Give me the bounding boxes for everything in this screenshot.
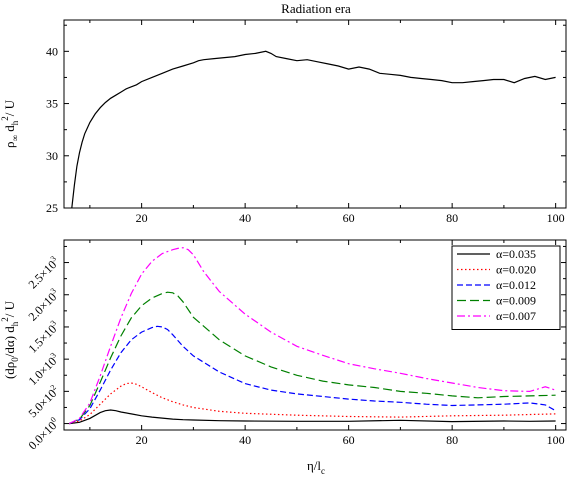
bottom-series-line-2 xyxy=(68,325,556,425)
bottom-series-line-1 xyxy=(69,382,556,425)
top-y-tick-label: 30 xyxy=(46,149,58,163)
top-x-tick-label: 100 xyxy=(547,211,565,225)
top-series-line-0 xyxy=(71,50,556,209)
legend-entry-4: α=0.007 xyxy=(496,309,536,323)
x-axis-label: η/lc xyxy=(307,458,325,476)
top-x-tick-label: 20 xyxy=(136,211,148,225)
bottom-series-line-0 xyxy=(69,409,556,425)
bottom-panel: 20 40 60 80 1000.0×1005.0×1021.0×1031.5×1032… xyxy=(0,239,567,476)
bottom-x-tick-label: 20 xyxy=(136,433,148,447)
bottom-series-line-3 xyxy=(68,291,556,425)
top-y-tick-label: 25 xyxy=(46,201,58,215)
top-ticks-group: 20 40 60 80 100 25 30 35 40 xyxy=(46,20,566,225)
top-y-axis-label: ρ∞ dh2/ U xyxy=(0,99,20,148)
top-x-tick-label: 60 xyxy=(343,211,355,225)
bottom-y-axis-label: (dρ0/dα) dh2/ U xyxy=(0,300,20,379)
legend-entry-1: α=0.020 xyxy=(496,263,536,277)
legend-entry-2: α=0.012 xyxy=(496,278,536,292)
bottom-x-tick-label: 80 xyxy=(446,433,458,447)
bottom-y-tick-label: 5.0×102 xyxy=(25,383,62,420)
bottom-y-tick-label: 1.0×103 xyxy=(25,351,62,388)
top-y-tick-label: 35 xyxy=(46,97,58,111)
bottom-x-tick-label: 60 xyxy=(343,433,355,447)
bottom-x-tick-label: 40 xyxy=(239,433,251,447)
bottom-series-line-4 xyxy=(68,247,556,425)
top-panel: Radiation era 20 40 60 80 100 25 30 35 40 ρ∞ dh2… xyxy=(0,1,567,225)
bottom-y-tick-label: 1.5×103 xyxy=(25,318,62,355)
chart-title: Radiation era xyxy=(281,1,351,16)
top-x-tick-label: 80 xyxy=(446,211,458,225)
top-y-tick-label: 40 xyxy=(46,44,58,58)
bottom-x-tick-label: 100 xyxy=(547,433,565,447)
bottom-y-tick-label: 0.0×100 xyxy=(25,415,62,452)
bottom-plot-frame xyxy=(63,239,567,431)
bottom-y-tick-label: 2.5×103 xyxy=(25,254,62,291)
legend-entry-3: α=0.009 xyxy=(496,294,536,308)
bottom-y-tick-label: 2.0×103 xyxy=(25,286,62,323)
top-x-tick-label: 40 xyxy=(239,211,251,225)
top-plot-frame xyxy=(63,19,567,209)
top-series-group xyxy=(71,50,556,209)
legend-entry-0: α=0.035 xyxy=(496,247,536,261)
bottom-series-group xyxy=(68,247,556,425)
